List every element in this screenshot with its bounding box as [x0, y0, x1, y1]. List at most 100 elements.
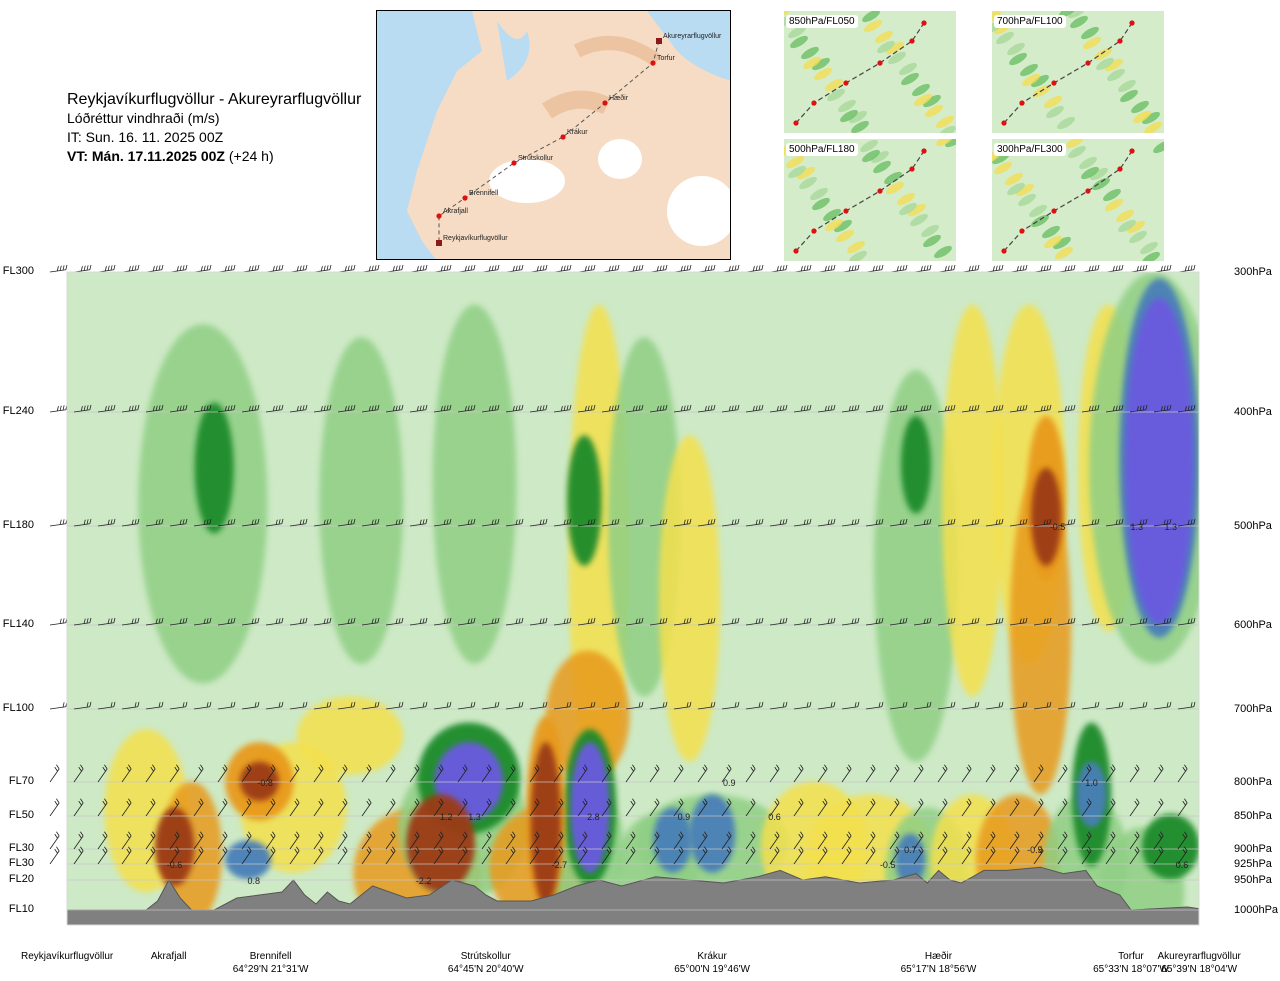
location-name: Krákur: [697, 951, 727, 962]
wind-barb: [313, 617, 332, 626]
wind-barb: [505, 617, 524, 626]
value-label: 0.6: [768, 812, 781, 822]
wind-barb: [1153, 831, 1164, 850]
wind-barb: [1009, 617, 1028, 626]
wind-barb: [841, 798, 852, 817]
wind-barb: [73, 617, 92, 626]
thumbnail-700[interactable]: 700hPa/FL100: [992, 11, 1164, 133]
wind-barb: [1033, 798, 1044, 817]
wind-barb: [97, 701, 116, 710]
wind-barb: [145, 764, 156, 783]
thumbnail-300[interactable]: 300hPa/FL300: [992, 139, 1164, 261]
wind-barb: [889, 264, 908, 273]
field-core: [900, 415, 932, 514]
thumbnail-850[interactable]: 850hPa/FL050: [784, 11, 956, 133]
wind-barb: [361, 518, 380, 527]
thumbnail-500[interactable]: 500hPa/FL180: [784, 139, 956, 261]
wind-barb: [1081, 518, 1100, 527]
waypoint-marker: [511, 160, 517, 166]
wind-barb: [745, 764, 756, 783]
wind-barb: [889, 617, 908, 626]
wind-barb: [577, 798, 588, 817]
value-label: -0.5: [880, 860, 896, 870]
wind-barb: [769, 831, 780, 850]
wind-barb: [985, 846, 996, 865]
wind-barb: [697, 764, 708, 783]
wind-barb: [313, 404, 332, 413]
fl-label: FL240: [2, 405, 34, 417]
wind-barb: [817, 831, 828, 850]
map-point-label: Hæðir: [609, 94, 629, 102]
wind-barb: [841, 764, 852, 783]
wind-barb: [385, 846, 396, 865]
wind-barb: [1009, 701, 1028, 710]
wind-barb: [265, 846, 276, 865]
wind-barb: [1153, 764, 1164, 783]
wind-barb: [865, 404, 884, 413]
wind-barb: [217, 518, 236, 527]
wind-barb: [121, 798, 132, 817]
wind-barb: [193, 831, 204, 850]
wind-barb: [937, 518, 956, 527]
wind-barb: [793, 617, 812, 626]
wind-barb: [1081, 701, 1100, 710]
wind-barb: [1081, 264, 1100, 273]
wind-barb: [1177, 617, 1196, 626]
wind-barb: [1129, 404, 1148, 413]
wind-barb: [217, 404, 236, 413]
fl-label: FL70: [8, 775, 34, 787]
route-line: [438, 40, 660, 243]
wind-barb: [529, 518, 548, 527]
wind-barb: [241, 617, 260, 626]
wind-barb: [625, 518, 644, 527]
wind-barb: [1009, 264, 1028, 273]
wind-barb: [169, 764, 180, 783]
wind-barb: [793, 846, 804, 865]
wind-barb: [49, 846, 60, 865]
wind-barb: [265, 764, 276, 783]
wind-barb: [601, 764, 612, 783]
value-label: 1.2: [440, 812, 453, 822]
map-point-label: Strútskollur: [518, 155, 554, 162]
fl-label: FL20: [8, 873, 34, 885]
route-map-svg: Akureyrarflugvöllur Torfur Hæðir Krákur Strú…: [377, 11, 730, 259]
value-annotations: -0.8 1.2 1.3 2.8 0.9 0.9 0.6 0.7 -0.5 -0.5 1.0 0.6 -…: [167, 522, 1188, 886]
wind-barb: [313, 846, 324, 865]
wind-barb: [433, 764, 444, 783]
wind-barb: [409, 264, 428, 273]
wind-barb: [361, 831, 372, 850]
wind-barb: [1129, 264, 1148, 273]
wind-barb: [817, 798, 828, 817]
pressure-label: 950hPa: [1234, 874, 1272, 886]
wind-barb: [1177, 518, 1196, 527]
fl-label: FL30: [8, 842, 34, 854]
wind-barb: [553, 264, 572, 273]
wind-barb: [265, 831, 276, 850]
wind-barb: [481, 617, 500, 626]
chart-header: Reykjavíkurflugvöllur - Akureyrarflugvöl…: [67, 90, 361, 166]
wind-barb: [433, 701, 452, 710]
value-label: 0.7: [904, 845, 917, 855]
value-label: -2.7: [552, 860, 568, 870]
location-coord: 65°39'N 18°04'W: [1161, 964, 1238, 975]
wind-barb: [169, 798, 180, 817]
field-core: [154, 807, 195, 886]
wind-barb: [1057, 846, 1068, 865]
value-label: -0.5: [1050, 522, 1066, 532]
wind-barb: [793, 831, 804, 850]
location-label: Akrafjall: [151, 950, 187, 963]
wind-barb: [601, 617, 620, 626]
wind-barb: [73, 518, 92, 527]
wind-barb: [457, 846, 468, 865]
wind-barb: [1009, 846, 1020, 865]
wind-barb: [1177, 831, 1188, 850]
waypoint-marker: [560, 134, 566, 140]
wind-barb: [865, 617, 884, 626]
wind-barb: [673, 701, 692, 710]
wind-barb: [769, 846, 780, 865]
wind-barb: [841, 831, 852, 850]
wind-barb: [553, 846, 564, 865]
wind-barb: [721, 701, 740, 710]
wind-barb: [337, 831, 348, 850]
field-core: [1031, 467, 1062, 566]
